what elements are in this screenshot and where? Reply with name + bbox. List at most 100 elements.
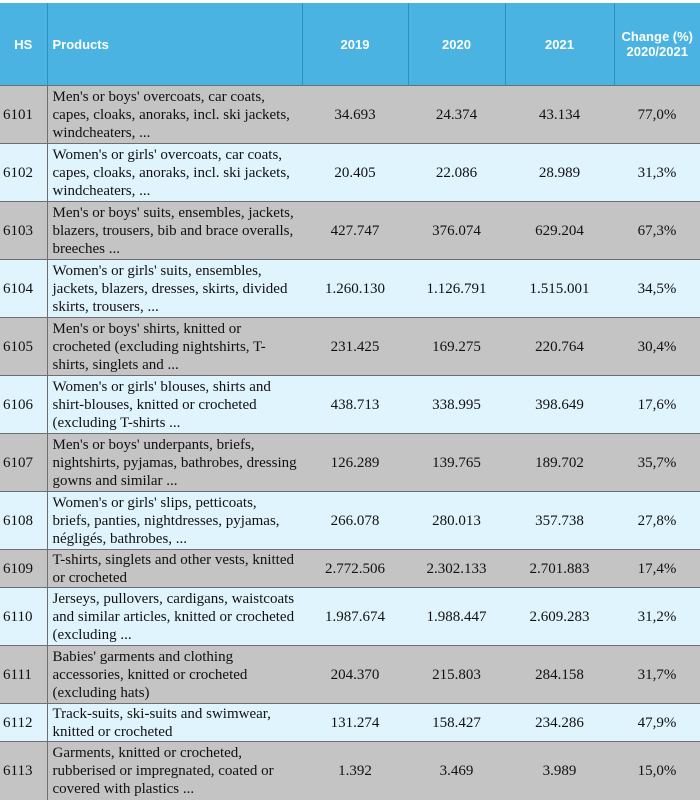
- change-cell: 35,7%: [614, 433, 700, 492]
- hs-code-cell: 6109: [0, 549, 47, 588]
- product-cell: Babies' garments and clothing accessorie…: [46, 645, 302, 704]
- value-2019-cell: 20.405: [302, 143, 408, 202]
- product-cell: Women's or girls' suits, ensembles, jack…: [46, 259, 302, 318]
- change-cell: 31,3%: [614, 143, 700, 202]
- hs-code-cell: 6108: [0, 491, 47, 550]
- product-cell: Men's or boys' underpants, briefs, night…: [46, 433, 302, 492]
- product-cell: Women's or girls' blouses, shirts and sh…: [46, 375, 302, 434]
- value-2019-cell: 34.693: [302, 85, 408, 144]
- value-2020-cell: 22.086: [408, 143, 505, 202]
- table-row: 6110 Jerseys, pullovers, cardigans, waist…: [0, 587, 700, 646]
- change-cell: 17,6%: [614, 375, 700, 434]
- value-2021-cell: 234.286: [505, 703, 614, 742]
- value-2019-cell: 427.747: [302, 201, 408, 260]
- value-2021-cell: 43.134: [505, 85, 614, 144]
- value-2020-cell: 139.765: [408, 433, 505, 492]
- change-cell: 34,5%: [614, 259, 700, 318]
- hs-code-cell: 6105: [0, 317, 47, 376]
- value-2019-cell: 438.713: [302, 375, 408, 434]
- value-2019-cell: 1.392: [302, 741, 408, 800]
- value-2020-cell: 280.013: [408, 491, 505, 550]
- change-cell: 67,3%: [614, 201, 700, 260]
- hs-code-cell: 6101: [0, 85, 47, 144]
- value-2020-cell: 3.469: [408, 741, 505, 800]
- product-cell: Garments, knitted or crocheted, rubberis…: [46, 741, 302, 800]
- hs-code-cell: 6113: [0, 741, 47, 800]
- value-2020-cell: 2.302.133: [408, 549, 505, 588]
- value-2021-cell: 2.701.883: [505, 549, 614, 588]
- value-2021-cell: 2.609.283: [505, 587, 614, 646]
- header-2020: 2020: [408, 3, 506, 86]
- table-row: 6112 Track-suits, ski-suits and swimwear,…: [0, 703, 700, 742]
- change-cell: 27,8%: [614, 491, 700, 550]
- value-2021-cell: 189.702: [505, 433, 614, 492]
- table-body: 6101 Men's or boys' overcoats, car coats,…: [0, 85, 700, 800]
- change-cell: 31,7%: [614, 645, 700, 704]
- value-2020-cell: 1.126.791: [408, 259, 505, 318]
- value-2019-cell: 231.425: [302, 317, 408, 376]
- hs-code-cell: 6107: [0, 433, 47, 492]
- value-2019-cell: 266.078: [302, 491, 408, 550]
- product-cell: Men's or boys' suits, ensembles, jackets…: [46, 201, 302, 260]
- header-change: Change (%) 2020/2021: [614, 3, 700, 86]
- hs-code-cell: 6111: [0, 645, 47, 704]
- product-cell: Women's or girls' overcoats, car coats, …: [46, 143, 302, 202]
- header-hs: HS: [0, 3, 48, 86]
- table-row: 6102 Women's or girls' overcoats, car coa…: [0, 143, 700, 202]
- value-2021-cell: 629.204: [505, 201, 614, 260]
- table-row: 6105 Men's or boys' shirts, knitted or cr…: [0, 317, 700, 376]
- change-cell: 31,2%: [614, 587, 700, 646]
- product-cell: Jerseys, pullovers, cardigans, waistcoat…: [46, 587, 302, 646]
- value-2020-cell: 338.995: [408, 375, 505, 434]
- value-2020-cell: 376.074: [408, 201, 505, 260]
- table-row: 6101 Men's or boys' overcoats, car coats,…: [0, 85, 700, 144]
- table-header: HS Products 2019 2020 2021 Change (%) 20…: [0, 3, 700, 86]
- value-2020-cell: 169.275: [408, 317, 505, 376]
- product-cell: Track-suits, ski-suits and swimwear, kni…: [46, 703, 302, 742]
- change-cell: 15,0%: [614, 741, 700, 800]
- product-cell: T-shirts, singlets and other vests, knit…: [46, 549, 302, 588]
- header-2019: 2019: [302, 3, 409, 86]
- value-2019-cell: 1.987.674: [302, 587, 408, 646]
- change-cell: 77,0%: [614, 85, 700, 144]
- table-row: 6106 Women's or girls' blouses, shirts an…: [0, 375, 700, 434]
- product-cell: Women's or girls' slips, petticoats, bri…: [46, 491, 302, 550]
- value-2019-cell: 2.772.506: [302, 549, 408, 588]
- hs-code-cell: 6112: [0, 703, 47, 742]
- value-2021-cell: 357.738: [505, 491, 614, 550]
- table-row: 6109 T-shirts, singlets and other vests, …: [0, 549, 700, 588]
- hs-code-cell: 6103: [0, 201, 47, 260]
- value-2021-cell: 220.764: [505, 317, 614, 376]
- table-row: 6107 Men's or boys' underpants, briefs, n…: [0, 433, 700, 492]
- value-2019-cell: 131.274: [302, 703, 408, 742]
- value-2019-cell: 204.370: [302, 645, 408, 704]
- value-2021-cell: 398.649: [505, 375, 614, 434]
- trade-table: HS Products 2019 2020 2021 Change (%) 20…: [0, 3, 700, 800]
- value-2020-cell: 24.374: [408, 85, 505, 144]
- hs-code-cell: 6104: [0, 259, 47, 318]
- value-2021-cell: 28.989: [505, 143, 614, 202]
- hs-code-cell: 6106: [0, 375, 47, 434]
- value-2019-cell: 1.260.130: [302, 259, 408, 318]
- value-2020-cell: 1.988.447: [408, 587, 505, 646]
- header-2021: 2021: [505, 3, 615, 86]
- value-2019-cell: 126.289: [302, 433, 408, 492]
- change-cell: 47,9%: [614, 703, 700, 742]
- value-2020-cell: 215.803: [408, 645, 505, 704]
- table-row: 6108 Women's or girls' slips, petticoats,…: [0, 491, 700, 550]
- change-cell: 30,4%: [614, 317, 700, 376]
- hs-code-cell: 6110: [0, 587, 47, 646]
- change-cell: 17,4%: [614, 549, 700, 588]
- hs-code-cell: 6102: [0, 143, 47, 202]
- value-2021-cell: 3.989: [505, 741, 614, 800]
- table-row: 6103 Men's or boys' suits, ensembles, jac…: [0, 201, 700, 260]
- product-cell: Men's or boys' overcoats, car coats, cap…: [46, 85, 302, 144]
- value-2020-cell: 158.427: [408, 703, 505, 742]
- value-2021-cell: 284.158: [505, 645, 614, 704]
- product-cell: Men's or boys' shirts, knitted or croche…: [46, 317, 302, 376]
- table-row: 6113 Garments, knitted or crocheted, rubb…: [0, 741, 700, 800]
- header-products: Products: [47, 3, 303, 86]
- table-row: 6111 Babies' garments and clothing access…: [0, 645, 700, 704]
- table-row: 6104 Women's or girls' suits, ensembles, …: [0, 259, 700, 318]
- value-2021-cell: 1.515.001: [505, 259, 614, 318]
